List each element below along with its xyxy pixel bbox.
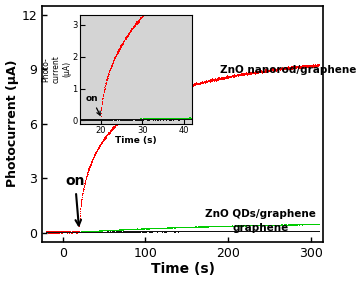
X-axis label: Time (s): Time (s)	[151, 263, 215, 276]
Text: on: on	[65, 175, 85, 225]
Text: ZnO nanorod/graphene: ZnO nanorod/graphene	[220, 65, 356, 75]
Text: graphene: graphene	[232, 223, 289, 233]
Y-axis label: Photocurrent (μA): Photocurrent (μA)	[5, 60, 18, 188]
Text: ZnO QDs/graphene: ZnO QDs/graphene	[205, 209, 316, 219]
